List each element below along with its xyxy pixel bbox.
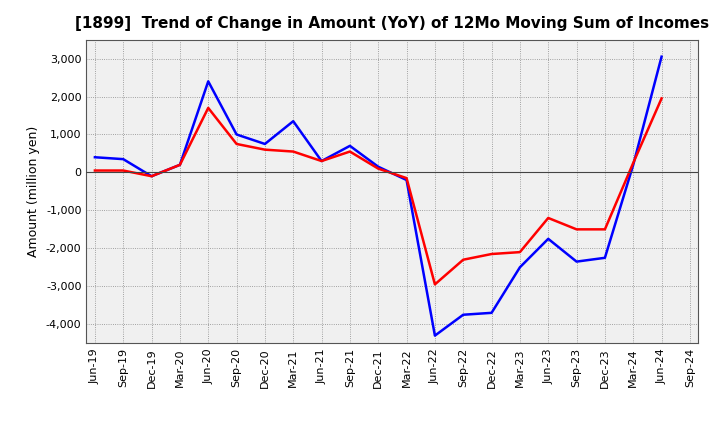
Y-axis label: Amount (million yen): Amount (million yen) [27,126,40,257]
Net Income [516,249,524,255]
Net Income [261,147,269,152]
Ordinary Income [289,118,297,124]
Net Income [374,166,382,171]
Ordinary Income [374,164,382,169]
Ordinary Income [459,312,467,317]
Net Income [600,227,609,232]
Net Income [318,158,326,164]
Net Income [459,257,467,262]
Net Income [431,282,439,287]
Ordinary Income [91,154,99,160]
Ordinary Income [516,264,524,270]
Ordinary Income [176,162,184,168]
Net Income [346,149,354,154]
Net Income [91,168,99,173]
Ordinary Income [487,310,496,315]
Ordinary Income [204,79,212,84]
Ordinary Income [657,54,666,59]
Net Income [176,162,184,168]
Net Income [289,149,297,154]
Net Income [657,96,666,101]
Ordinary Income [402,177,411,183]
Net Income [233,141,241,147]
Ordinary Income [572,259,581,264]
Ordinary Income [261,141,269,147]
Net Income [544,215,552,220]
Net Income [487,251,496,257]
Net Income [204,105,212,110]
Ordinary Income [346,143,354,148]
Net Income [402,176,411,181]
Ordinary Income [119,157,127,162]
Ordinary Income [544,236,552,242]
Net Income [629,160,637,165]
Ordinary Income [431,333,439,338]
Net Income [119,168,127,173]
Net Income [148,173,156,179]
Title: [1899]  Trend of Change in Amount (YoY) of 12Mo Moving Sum of Incomes: [1899] Trend of Change in Amount (YoY) o… [76,16,709,32]
Ordinary Income [148,173,156,179]
Ordinary Income [233,132,241,137]
Ordinary Income [629,162,637,168]
Ordinary Income [318,158,326,164]
Line: Net Income: Net Income [95,99,662,284]
Net Income [572,227,581,232]
Line: Ordinary Income: Ordinary Income [95,57,662,336]
Ordinary Income [600,255,609,260]
